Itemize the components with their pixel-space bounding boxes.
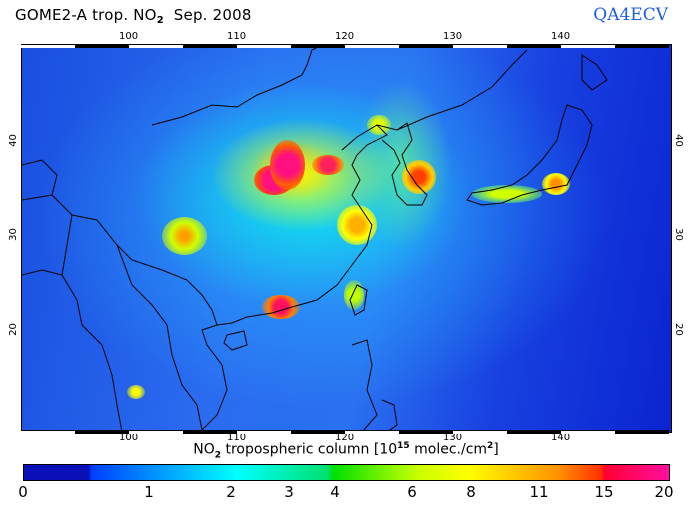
hotspot-beijing <box>270 140 305 190</box>
frame-tick-segment <box>237 44 291 48</box>
lat-tick-label: 20 <box>7 323 19 336</box>
colorbar-label: 11 <box>529 483 549 501</box>
frame-tick-segment <box>561 44 615 48</box>
frame-tick-segment <box>129 430 183 434</box>
colorbar-label: 3 <box>284 483 294 501</box>
frame-tick-segment <box>561 430 615 434</box>
frame-tick-segment <box>453 44 507 48</box>
hotspot-tokyo <box>542 173 570 195</box>
lon-tick-label: 100 <box>119 432 139 443</box>
colorbar-label: 6 <box>407 483 417 501</box>
colorbar-label: 2 <box>226 483 236 501</box>
lon-tick-label: 130 <box>443 432 463 443</box>
cbar-title-sub: 2 <box>214 450 221 461</box>
chart-title: GOME2-A trop. NO2 Sep. 2008 <box>15 6 252 26</box>
lon-tick-label: 110 <box>227 31 247 42</box>
lon-tick-label: 110 <box>227 432 247 443</box>
no2-map <box>21 44 672 433</box>
colorbar-label: 1 <box>144 483 154 501</box>
lon-tick-label: 130 <box>443 31 463 42</box>
frame-tick-segment <box>345 430 399 434</box>
frame-tick-segment <box>183 430 237 434</box>
coastline-overlay <box>22 45 608 432</box>
title-text: GOME2-A trop. NO <box>15 6 157 24</box>
frame-tick-segment <box>21 430 75 434</box>
lat-tick-label: 30 <box>672 228 684 241</box>
lon-tick-label: 120 <box>335 31 355 42</box>
hotspot-sichuan <box>162 217 207 255</box>
colorbar-title: NO2 tropospheric column [1015 molec./cm2… <box>0 441 692 460</box>
lat-tick-label: 40 <box>7 134 19 147</box>
hotspot-shanghai <box>337 205 377 245</box>
hotspot-shandong <box>312 155 344 175</box>
lat-tick-label: 40 <box>672 134 684 147</box>
colorbar-label: 15 <box>594 483 614 501</box>
hotspot-seoul <box>402 160 436 194</box>
frame-tick-segment <box>183 44 237 48</box>
hotspot-taiwan <box>344 280 364 310</box>
lon-tick-label: 100 <box>119 31 139 42</box>
colorbar-label: 8 <box>466 483 476 501</box>
cbar-title-no: NO <box>193 441 215 458</box>
frame-tick-segment <box>615 44 669 48</box>
cbar-title-exp2: 2 <box>487 441 494 451</box>
title-date: Sep. 2008 <box>173 6 252 24</box>
brand-label: QA4ECV <box>593 5 668 25</box>
title-subscript: 2 <box>156 15 164 26</box>
cbar-title-exp: 15 <box>397 441 410 451</box>
hotspot-osaka <box>472 185 542 203</box>
hotspot-bangkok <box>127 385 145 399</box>
frame-tick-segment <box>291 44 345 48</box>
frame-tick-segment <box>615 430 669 434</box>
lon-tick-label: 140 <box>551 432 571 443</box>
lon-tick-label: 120 <box>335 432 355 443</box>
cbar-title-end: ] <box>493 441 499 458</box>
frame-tick-segment <box>507 430 561 434</box>
lat-tick-label: 20 <box>672 323 684 336</box>
frame-tick-segment <box>129 44 183 48</box>
frame-tick-segment <box>507 44 561 48</box>
colorbar-label: 4 <box>330 483 340 501</box>
frame-tick-segment <box>399 44 453 48</box>
frame-tick-segment <box>399 430 453 434</box>
frame-tick-segment <box>291 430 345 434</box>
frame-tick-segment <box>75 44 129 48</box>
lon-tick-label: 140 <box>551 31 571 42</box>
frame-tick-segment <box>21 44 75 48</box>
cbar-title-mid: tropospheric column [10 <box>221 441 398 458</box>
frame-tick-segment <box>453 430 507 434</box>
colorbar-label: 0 <box>18 483 28 501</box>
colorbar-label: 20 <box>654 483 674 501</box>
frame-tick-segment <box>345 44 399 48</box>
lat-tick-label: 30 <box>7 228 19 241</box>
frame-tick-segment <box>75 430 129 434</box>
frame-tick-segment <box>237 430 291 434</box>
colorbar <box>23 464 670 481</box>
cbar-title-unit: molec./cm <box>409 441 488 458</box>
